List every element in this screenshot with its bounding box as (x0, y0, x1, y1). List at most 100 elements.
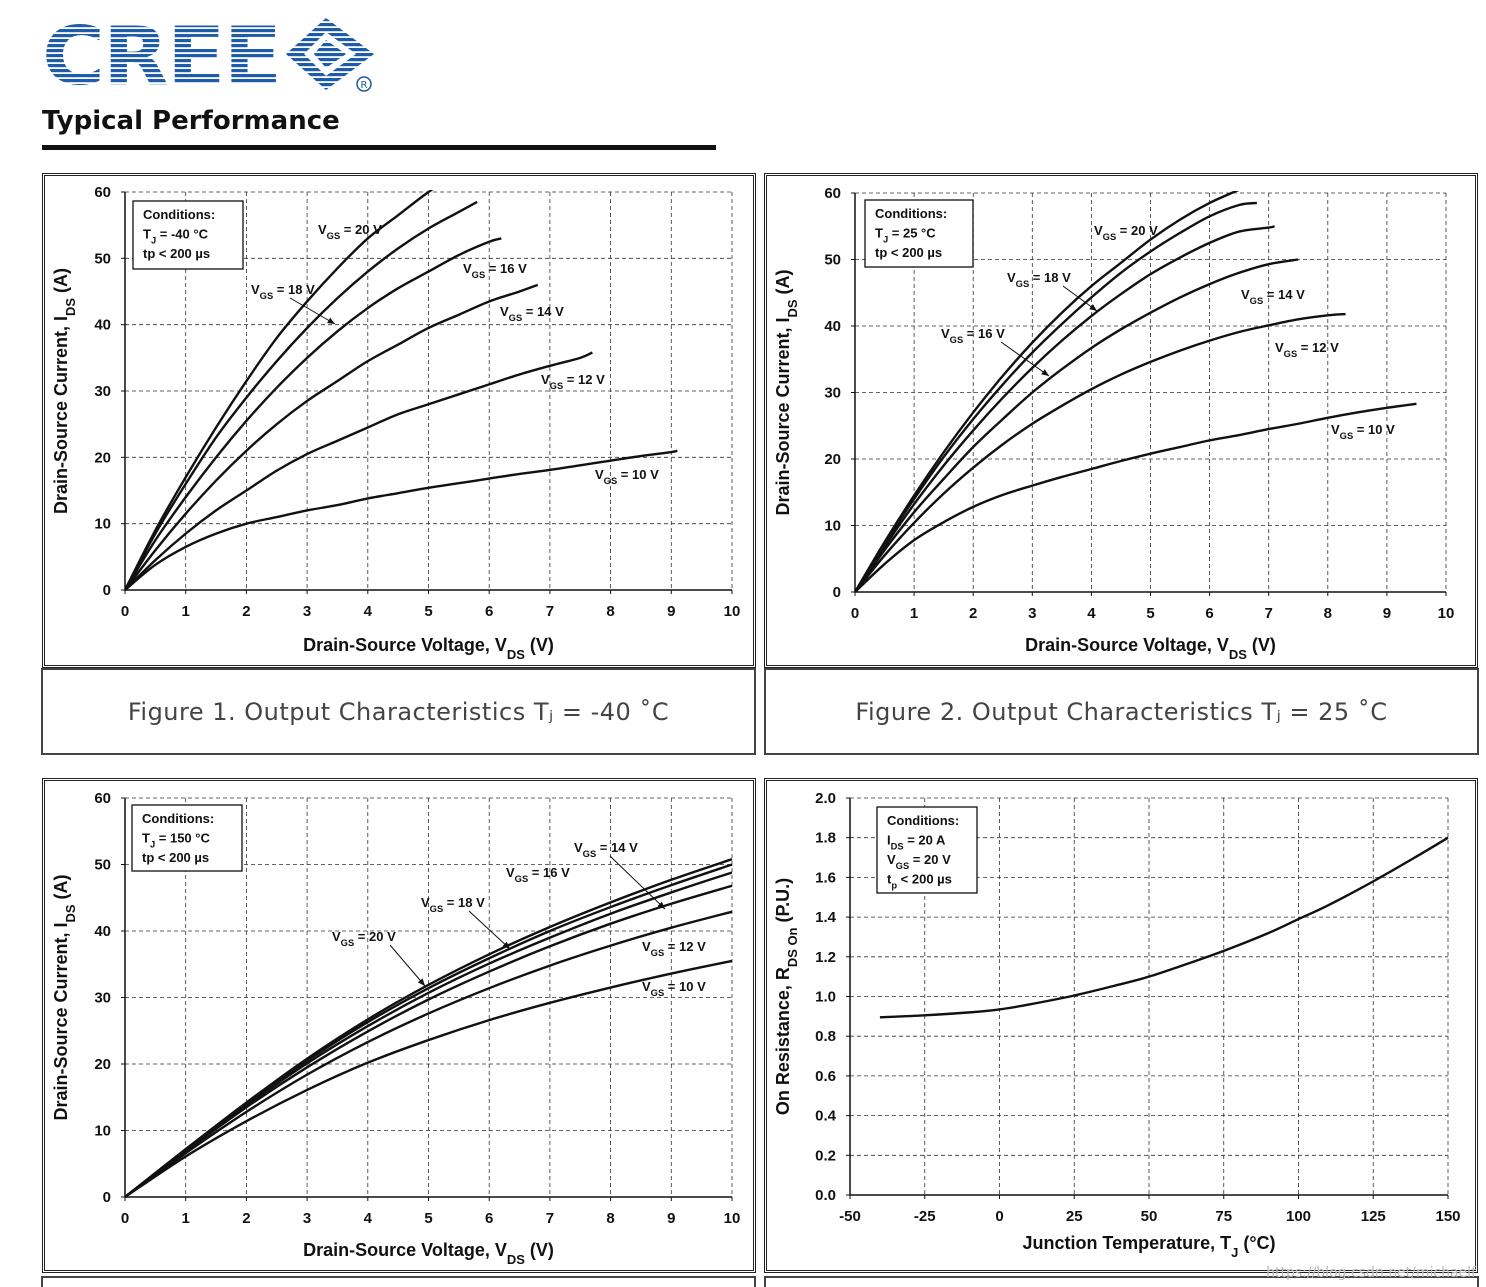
y-tick-label: 30 (94, 990, 111, 1007)
y-tick-label: 30 (824, 385, 841, 402)
y-tick-label: 1.8 (815, 830, 836, 847)
x-tick-label: 0 (995, 1208, 1003, 1225)
x-tick-label: 5 (424, 603, 432, 620)
y-tick-label: 20 (824, 451, 841, 468)
arrow-head-icon (1089, 304, 1097, 311)
y-tick-label: 0.8 (815, 1028, 836, 1045)
series-group (125, 858, 733, 1198)
series-line (125, 237, 502, 591)
series-line (125, 200, 478, 591)
series-label: VGS = 12 V (642, 939, 706, 958)
series-label: VGS = 20 V (332, 929, 396, 948)
series-label: VGS = 14 V (500, 304, 564, 323)
series-line (855, 312, 1346, 593)
y-tick-label: 10 (94, 516, 111, 533)
caption-box-4 (764, 1276, 1479, 1287)
y-tick-label: 60 (94, 790, 111, 807)
caption-box-2: Figure 2. Output Characteristics Tⱼ = 25… (764, 668, 1479, 755)
x-tick-label: 1 (182, 603, 190, 620)
series-label: VGS = 18 V (1007, 270, 1071, 289)
series-line (125, 351, 593, 591)
conditions-box (131, 804, 243, 872)
x-tick-label: 0 (851, 605, 859, 622)
series-line (879, 836, 1449, 1019)
series-label: VGS = 16 V (506, 865, 570, 884)
series-label: VGS = 16 V (463, 261, 527, 280)
y-tick-label: 0.2 (815, 1147, 836, 1164)
conditions-text: tp < 200 µs (887, 872, 952, 891)
x-tick-label: 7 (546, 1210, 554, 1227)
y-tick-label: 20 (94, 449, 111, 466)
y-tick-label: 0 (103, 1189, 111, 1206)
arrow-head-icon (417, 978, 425, 986)
series-label: VGS = 12 V (541, 372, 605, 391)
series-group (125, 190, 678, 591)
y-tick-label: 40 (824, 318, 841, 335)
chart-panel-1: 0 1 2 3 4 5 6 7 8 9 10 0 10 20 30 40 50 60 Drain-Source Vo… (42, 173, 756, 668)
x-tick-label: 9 (667, 1210, 675, 1227)
arrow-head-icon (657, 901, 665, 909)
x-tick-label: 0 (121, 1210, 129, 1227)
y-axis-label: Drain-Source Current, IDS (A) (773, 269, 800, 515)
y-tick-label: 1.0 (815, 989, 836, 1006)
conditions-text: Conditions: (887, 813, 959, 828)
y-tick-label: 0 (833, 584, 841, 601)
x-tick-label: 4 (364, 1210, 373, 1227)
series-label: VGS = 14 V (574, 840, 638, 859)
y-tick-label: 40 (94, 923, 111, 940)
arrow-head-icon (327, 317, 335, 324)
arrow-head-icon (1041, 369, 1049, 376)
x-tick-label: 6 (485, 603, 493, 620)
y-axis-label: Drain-Source Current, IDS (A) (51, 268, 78, 514)
conditions-text: VGS = 20 V (887, 852, 951, 871)
conditions-text: TJ = 150 °C (142, 831, 210, 850)
logo-diamond-icon (286, 18, 374, 90)
x-tick-label: 10 (724, 603, 741, 620)
series-group (879, 836, 1449, 1019)
figure-caption-2: Figure 2. Output Characteristics Tⱼ = 25… (855, 697, 1388, 726)
x-tick-label: 1 (182, 1210, 190, 1227)
x-tick-label: 2 (969, 605, 977, 622)
y-axis-label: On Resistance, RDS On (P.U.) (773, 878, 800, 1115)
x-tick-label: 10 (1438, 605, 1455, 622)
x-tick-label: 150 (1435, 1208, 1460, 1225)
x-tick-label: -50 (839, 1208, 861, 1225)
series-line (855, 201, 1258, 593)
arrow-head-icon (502, 941, 510, 949)
watermark: https://blog.csdn.net/michaelf (1266, 1265, 1476, 1281)
x-tick-label: 6 (1205, 605, 1213, 622)
on-resistance-vs-temperature-chart: -50 -25 0 25 50 75 100 125 150 0.0 0.2 0.4 0.6 0.8 1.0… (773, 790, 1461, 1260)
y-tick-label: 10 (94, 1123, 111, 1140)
x-tick-label: 9 (1383, 605, 1391, 622)
y-tick-label: 20 (94, 1056, 111, 1073)
x-tick-label: 7 (1265, 605, 1273, 622)
x-tick-label: 4 (364, 603, 373, 620)
x-tick-label: 3 (303, 603, 311, 620)
conditions-text: tp < 200 µs (142, 850, 209, 865)
x-tick-label: 5 (424, 1210, 432, 1227)
x-tick-label: 75 (1215, 1208, 1232, 1225)
leader-arrow (289, 297, 336, 325)
series-line (125, 190, 434, 591)
series-label: VGS = 18 V (421, 895, 485, 914)
y-tick-label: 2.0 (815, 790, 836, 807)
chart-panel-2: 0 1 2 3 4 5 6 7 8 9 10 0 10 20 30 40 50 60 Drain-Source Vo… (764, 173, 1478, 668)
y-tick-label: 0 (103, 582, 111, 599)
svg-text:R: R (361, 80, 368, 91)
leader-arrow (389, 944, 426, 987)
series-line (125, 871, 733, 1198)
output-characteristics-chart-25: 0 1 2 3 4 5 6 7 8 9 10 0 10 20 30 40 50 60 Drain-Source Vo… (773, 185, 1455, 662)
x-axis-label: Drain-Source Voltage, VDS (V) (303, 635, 554, 662)
x-tick-label: 3 (1028, 605, 1036, 622)
logo-wordmark: CREE (42, 14, 280, 94)
x-axis-label: Junction Temperature, TJ (°C) (1022, 1233, 1275, 1260)
y-tick-label: 50 (824, 252, 841, 269)
section-rule (42, 145, 716, 150)
y-tick-label: 0.4 (815, 1108, 837, 1125)
x-tick-label: -25 (914, 1208, 936, 1225)
series-line (125, 910, 733, 1198)
y-tick-label: 1.2 (815, 949, 836, 966)
y-tick-label: 30 (94, 383, 111, 400)
series-label: VGS = 20 V (1094, 223, 1158, 242)
series-label: VGS = 12 V (1275, 340, 1339, 359)
